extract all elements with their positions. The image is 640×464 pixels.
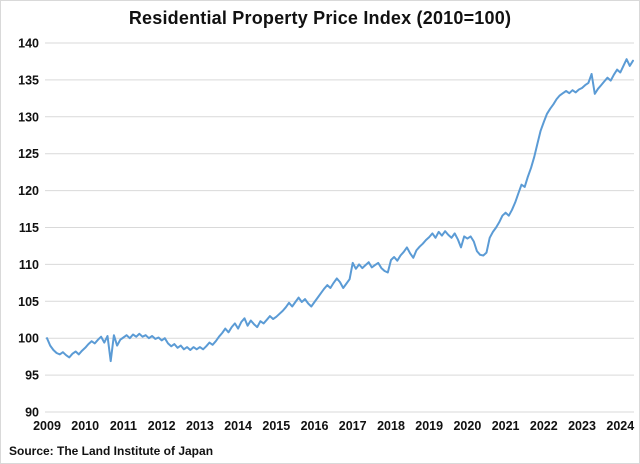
source-caption: Source: The Land Institute of Japan [9,444,214,458]
price-index-line [46,58,634,363]
y-tick-label: 110 [19,258,39,272]
x-tick-label: 2021 [492,419,520,433]
x-tick-label: 2016 [301,419,329,433]
x-tick-label: 2024 [606,419,634,433]
y-tick-label: 140 [18,37,39,51]
x-tick-label: 2018 [377,419,405,433]
x-tick-label: 2011 [110,419,137,433]
y-tick-label: 115 [19,221,39,235]
y-tick-label: 90 [25,406,39,420]
y-tick-label: 125 [18,147,39,161]
x-tick-label: 2015 [262,419,290,433]
y-tick-label: 130 [18,110,39,124]
y-tick-label: 135 [18,73,39,87]
y-tick-label: 95 [25,369,39,383]
x-tick-label: 2023 [568,419,596,433]
y-tick-label: 100 [18,332,39,346]
y-tick-label: 105 [18,295,39,309]
x-tick-label: 2019 [415,419,443,433]
x-tick-label: 2020 [453,419,481,433]
y-tick-label: 120 [18,184,39,198]
x-tick-label: 2013 [186,419,214,433]
x-tick-label: 2022 [530,419,558,433]
x-tick-label: 2014 [224,419,252,433]
x-tick-label: 2010 [71,419,99,433]
x-tick-label: 2012 [148,419,176,433]
x-tick-label: 2017 [339,419,367,433]
x-tick-label: 2009 [33,419,61,433]
chart-title: Residential Property Price Index (2010=1… [128,8,512,28]
